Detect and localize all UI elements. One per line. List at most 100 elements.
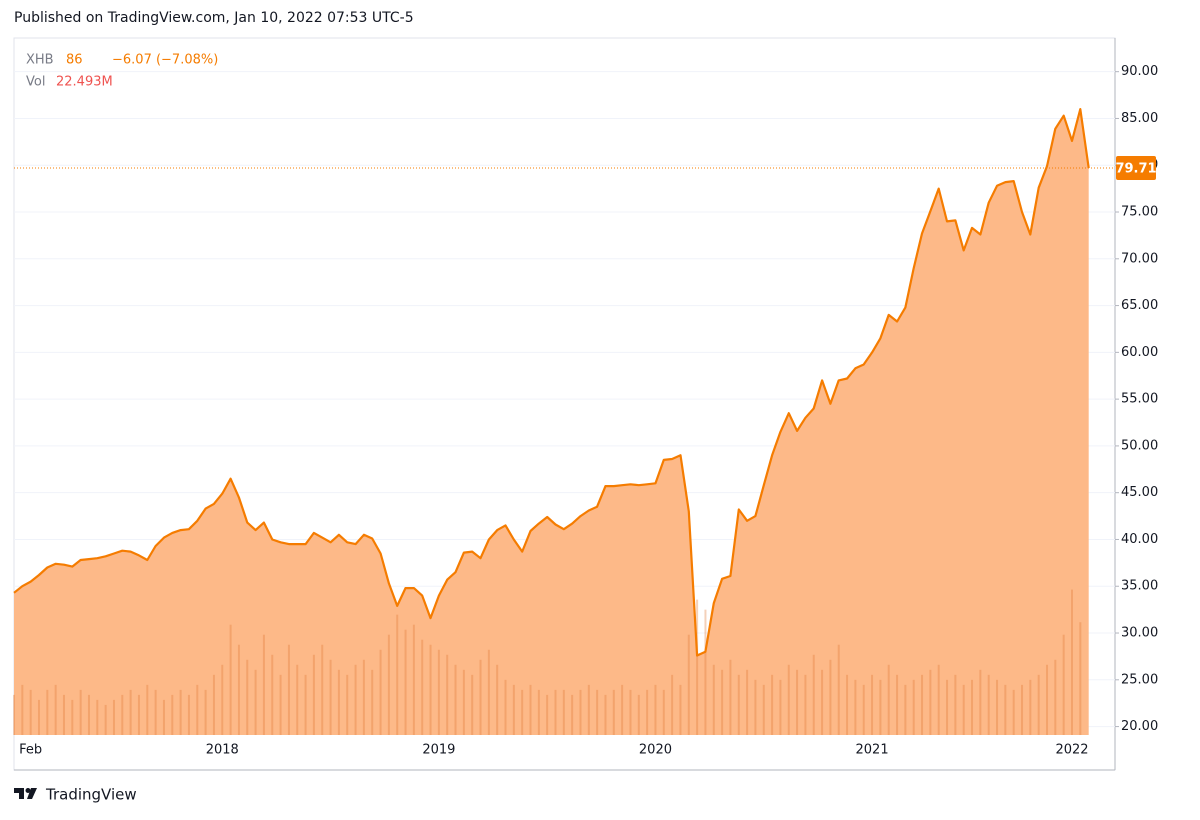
plot	[13, 71, 1115, 736]
y-tick-label: 35.00	[1121, 579, 1158, 594]
volume-bar	[121, 694, 124, 735]
volume-bar	[754, 679, 757, 735]
volume-bar	[896, 674, 899, 735]
volume-bar	[162, 699, 165, 735]
volume-bar	[837, 644, 840, 735]
volume-bar	[337, 669, 340, 735]
x-tick-label: 2022	[1055, 743, 1088, 758]
volume-bar	[696, 599, 699, 735]
price-area	[14, 109, 1089, 736]
x-tick-label: 2019	[422, 743, 455, 758]
volume-bar	[1079, 622, 1082, 735]
x-tick-label: 2018	[206, 743, 239, 758]
volume-bar	[1012, 689, 1015, 735]
volume-bar	[1071, 589, 1073, 735]
y-tick-label: 85.00	[1121, 111, 1158, 126]
volume-bar	[746, 669, 749, 735]
volume-bar	[187, 694, 190, 735]
volume-bar	[804, 674, 807, 735]
volume-bar	[637, 694, 640, 735]
header: Published on TradingView.com, Jan 10, 20…	[14, 10, 414, 26]
y-tick-label: 55.00	[1121, 392, 1158, 407]
volume-bar	[46, 689, 49, 735]
volume-bar	[87, 694, 90, 735]
volume-bar	[296, 664, 299, 735]
volume-bar	[446, 654, 449, 735]
volume-bar	[654, 684, 657, 735]
y-tick-label: 50.00	[1121, 438, 1158, 453]
volume-bar	[887, 664, 890, 735]
volume-bar	[462, 669, 465, 735]
volume-bar	[129, 689, 132, 735]
volume-bar	[587, 684, 590, 735]
volume-bar	[54, 684, 57, 735]
volume-bar	[387, 634, 390, 735]
y-tick-label: 65.00	[1121, 298, 1158, 313]
volume-bar	[96, 699, 99, 735]
volume-bar	[354, 664, 357, 735]
volume-bar	[37, 699, 40, 735]
volume-bar	[21, 684, 24, 735]
volume-bar	[721, 669, 724, 735]
volume-bar	[29, 689, 32, 735]
y-tick-label: 25.00	[1121, 672, 1158, 687]
volume-bar	[779, 679, 782, 735]
volume-bar	[921, 674, 924, 735]
volume-bar	[1021, 684, 1024, 735]
volume-bar	[704, 609, 707, 735]
volume-bar	[621, 684, 624, 735]
logo-part	[25, 788, 31, 793]
volume-bar	[671, 674, 674, 735]
volume-bar	[13, 694, 15, 735]
y-tick-label: 45.00	[1121, 485, 1158, 500]
volume-bar	[196, 684, 199, 735]
volume-bar	[504, 679, 507, 735]
brand-logo	[14, 788, 37, 799]
volume-bar	[812, 654, 815, 735]
volume-bar	[662, 689, 665, 735]
volume-bar	[954, 674, 957, 735]
volume-bar	[879, 679, 882, 735]
volume-bar	[1037, 674, 1040, 735]
volume-bar	[212, 674, 215, 735]
volume-bar	[437, 649, 440, 735]
brand-name: TradingView	[45, 786, 137, 804]
y-tick-label: 90.00	[1121, 64, 1158, 79]
volume-bar	[796, 669, 799, 735]
volume-bar	[1004, 684, 1007, 735]
y-tick-label: 20.00	[1121, 719, 1158, 734]
volume-bar	[112, 699, 115, 735]
logo-part	[27, 788, 37, 799]
volume-bar	[821, 669, 824, 735]
volume-bar	[487, 649, 490, 735]
volume-bar	[287, 644, 290, 735]
y-tick-label: 40.00	[1121, 532, 1158, 547]
volume-bar	[321, 644, 324, 735]
volume-bar	[787, 664, 790, 735]
volume-bar	[737, 674, 740, 735]
y-tick-label: 30.00	[1121, 626, 1158, 641]
volume-bar	[146, 684, 149, 735]
volume-bar	[496, 664, 499, 735]
volume-bar	[996, 679, 999, 735]
volume-bar	[929, 669, 932, 735]
volume-bar	[237, 644, 240, 735]
volume-bar	[579, 689, 582, 735]
volume-bar	[471, 674, 474, 735]
volume-bar	[171, 694, 174, 735]
volume-bar	[362, 659, 365, 735]
volume-bar	[154, 689, 157, 735]
x-tick-label: Feb	[19, 743, 42, 758]
volume-bar	[1062, 634, 1065, 735]
volume-bar	[279, 674, 282, 735]
volume-bar	[562, 689, 565, 735]
volume-bar	[454, 664, 457, 735]
volume-bar	[204, 689, 207, 735]
volume-bar	[971, 679, 974, 735]
volume-bar	[604, 694, 607, 735]
volume-bar	[304, 674, 307, 735]
volume-bar	[62, 694, 65, 735]
volume-bar	[571, 694, 574, 735]
volume-bar	[329, 659, 332, 735]
volume-bar	[71, 699, 74, 735]
